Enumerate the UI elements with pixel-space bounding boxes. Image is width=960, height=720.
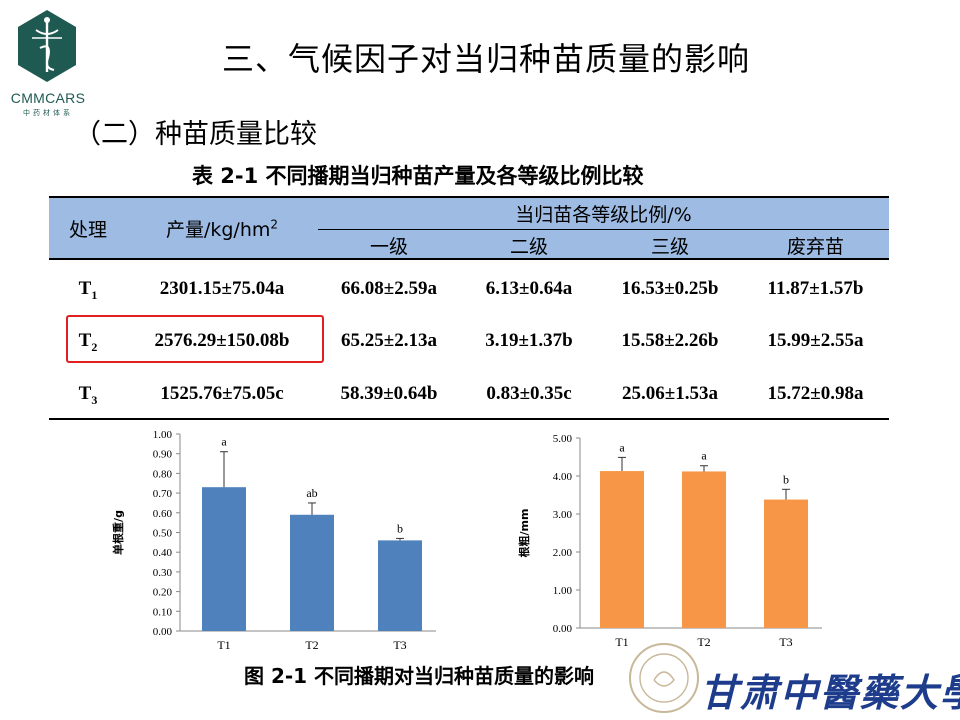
bar: [290, 514, 334, 631]
university-seal-icon: [629, 643, 699, 713]
table-header-bg: [49, 197, 889, 258]
y-tick-label: 0.80: [153, 468, 173, 480]
significance-letter: a: [701, 449, 707, 463]
header-grade-waste: 废弃苗: [786, 236, 844, 258]
diameter-bar-chart: 0.00 1.00 2.00 3.00 4.00 5.00 根粗/mm a T1 a T2 b T3: [517, 433, 822, 649]
row-1-treatment: T1: [50, 278, 126, 303]
y-tick-label: 0.20: [153, 587, 173, 599]
highlight-box: [66, 315, 324, 363]
section-subtitle: （二）种苗质量比较: [74, 119, 317, 150]
significance-letter: b: [397, 521, 403, 535]
row-1-grade-1: 66.08±2.59a: [341, 278, 437, 299]
university-name: 甘肃中醫藥大學: [700, 670, 960, 715]
significance-letter: a: [619, 440, 625, 454]
row-3-t: T: [78, 383, 92, 404]
row-1-yield: 2301.15±75.04a: [159, 278, 285, 299]
row-2-t: T: [78, 330, 92, 351]
y-tick-label: 3.00: [553, 509, 573, 521]
row-3-treatment: T3: [50, 383, 126, 408]
bar: [378, 540, 422, 631]
y-tick-label: 0.30: [153, 567, 173, 579]
y-tick-label: 2.00: [553, 547, 573, 559]
row-1-grade-3: 16.53±0.25b: [621, 278, 719, 299]
row-1-sub: 1: [91, 287, 98, 302]
logo-subtext: 中药材体系: [23, 109, 73, 117]
row-1-grade-2: 6.13±0.64a: [485, 278, 573, 299]
row-2-grade-2: 3.19±1.37b: [485, 330, 573, 351]
row-3-grade-waste: 15.72±0.98a: [767, 383, 864, 404]
bar: [600, 471, 644, 628]
x-tick-label: T2: [697, 635, 710, 649]
y-tick-label: 0.00: [153, 626, 173, 638]
y-axis-label: 根粗/mm: [517, 509, 531, 558]
table-top-rule: [49, 196, 889, 198]
significance-letter: a: [221, 435, 227, 449]
header-grade-group: 当归苗各等级比例/%: [515, 204, 692, 226]
row-2-grade-waste: 15.99±2.55a: [767, 330, 864, 351]
row-2-treatment: T2: [50, 330, 126, 355]
y-tick-label: 0.10: [153, 606, 173, 618]
y-tick-label: 1.00: [153, 429, 173, 441]
cmmcars-logo: CMMCARS 中药材体系: [6, 4, 86, 124]
header-yield: 产量/kg/hm2: [126, 215, 318, 242]
x-tick-label: T1: [217, 638, 230, 652]
x-tick-label: T2: [305, 638, 318, 652]
table-bottom-rule: [49, 418, 889, 420]
y-tick-label: 0.50: [153, 528, 173, 540]
table-group-rule: [318, 229, 889, 230]
bar: [682, 471, 726, 628]
logo-text: CMMCARS: [10, 90, 86, 106]
significance-letter: ab: [306, 486, 317, 500]
row-2-grade-1: 65.25±2.13a: [341, 330, 437, 351]
y-tick-label: 4.00: [553, 471, 573, 483]
header-treatment: 处理: [68, 219, 107, 241]
row-2-sub: 2: [91, 339, 98, 354]
row-3-grade-1: 58.39±0.64b: [340, 383, 438, 404]
weight-bar-chart: 0.00 0.10 0.20 0.30 0.40 0.50 0.60 0.70 0.80 0.90…: [111, 429, 436, 652]
header-yield-text: 产量/kg/hm: [165, 219, 271, 241]
x-tick-label: T1: [615, 635, 628, 649]
y-tick-label: 0.60: [153, 508, 173, 520]
bar: [764, 499, 808, 628]
header-yield-sup: 2: [270, 217, 279, 232]
row-3-sub: 3: [91, 392, 98, 407]
page-title: 三、气候因子对当归种苗质量的影响: [222, 40, 751, 78]
y-tick-label: 0.40: [153, 547, 173, 559]
row-3-grade-3: 25.06±1.53a: [622, 383, 718, 404]
y-tick-label: 5.00: [553, 433, 573, 445]
row-2-yield: 2576.29±150.08b: [154, 330, 290, 351]
y-tick-label: 0.70: [153, 488, 173, 500]
x-tick-label: T3: [779, 635, 792, 649]
row-3-yield: 1525.76±75.05c: [160, 383, 284, 404]
significance-letter: b: [783, 472, 789, 486]
row-3-grade-2: 0.83±0.35c: [486, 383, 572, 404]
figure-caption: 图 2-1 不同播期对当归种苗质量的影响: [244, 664, 595, 688]
table-header-rule: [49, 258, 889, 260]
bar: [202, 487, 246, 631]
y-tick-label: 0.00: [553, 623, 573, 635]
table-caption: 表 2-1 不同播期当归种苗产量及各等级比例比较: [192, 164, 644, 188]
y-axis-label: 单根重/g: [111, 510, 125, 555]
logo-emblem-icon: [18, 10, 76, 82]
header-grade-2: 二级: [509, 236, 548, 258]
row-2-grade-3: 15.58±2.26b: [621, 330, 719, 351]
x-tick-label: T3: [393, 638, 406, 652]
y-tick-label: 1.00: [553, 585, 573, 597]
y-tick-label: 0.90: [153, 449, 173, 461]
row-1-grade-waste: 11.87±1.57b: [767, 278, 864, 299]
row-1-t: T: [78, 278, 92, 299]
header-grade-1: 一级: [369, 236, 408, 258]
header-grade-3: 三级: [650, 236, 689, 258]
